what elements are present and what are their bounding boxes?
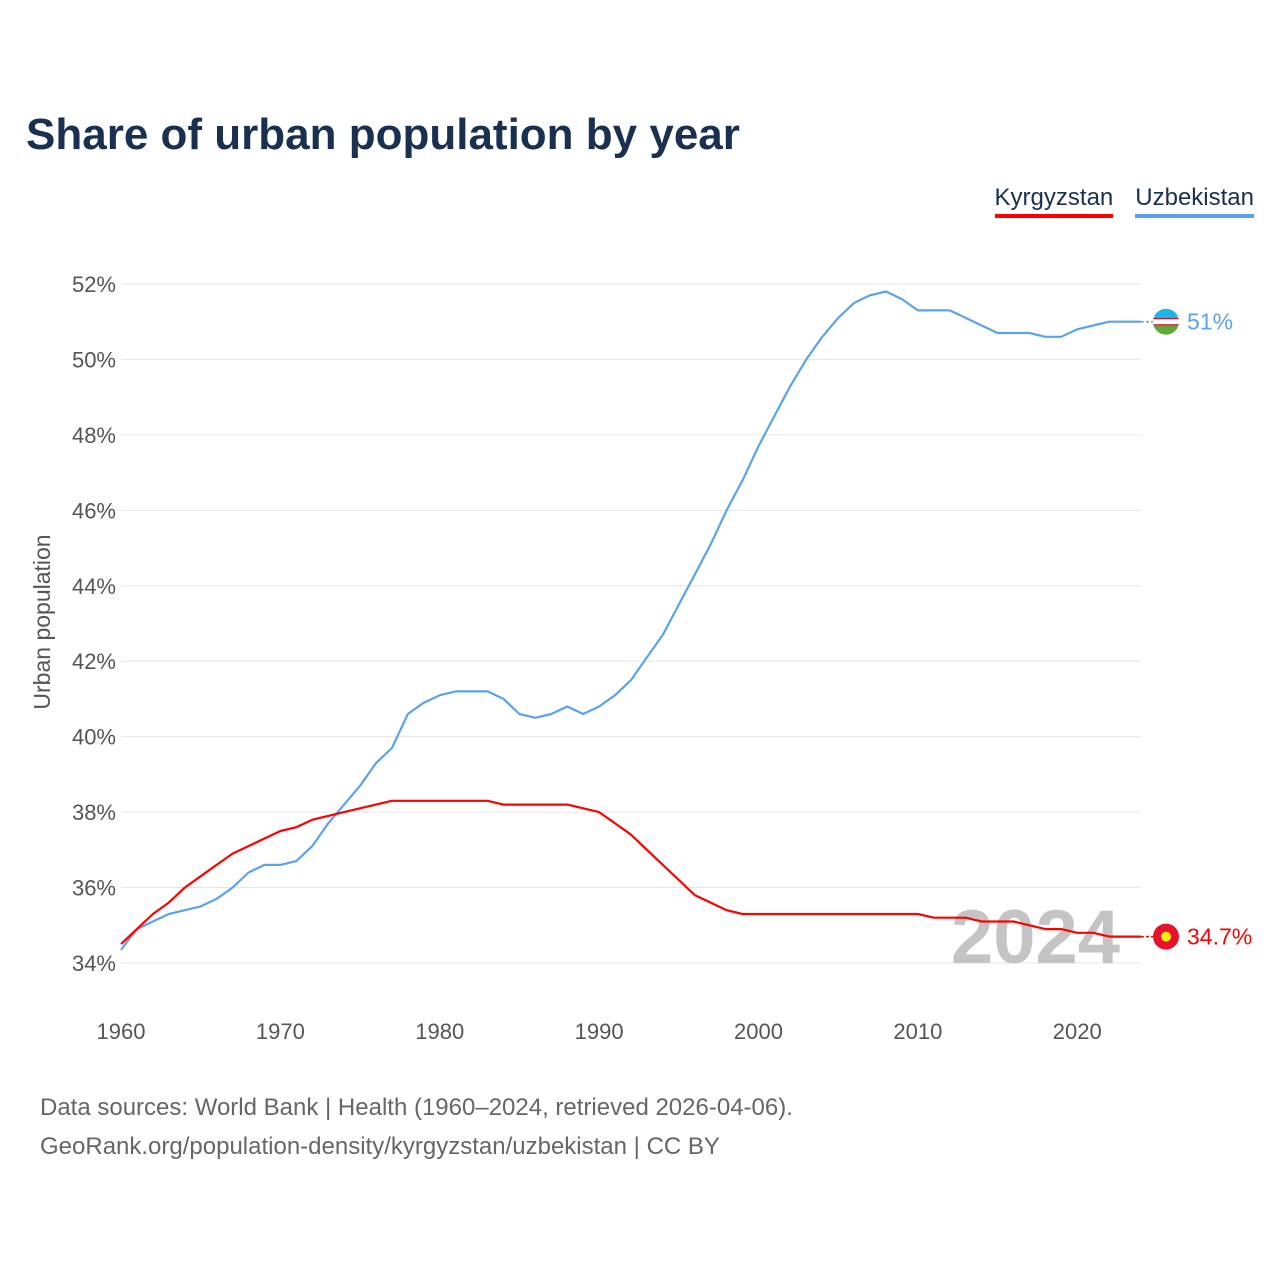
- series-line-kyrgyzstan: [120, 799, 1141, 945]
- y-tick-label: 48%: [72, 423, 116, 448]
- footer: Data sources: World Bank | Health (1960–…: [40, 1088, 793, 1166]
- y-tick-label: 38%: [72, 800, 116, 825]
- source-text: Data sources: World Bank | Health (1960–…: [40, 1094, 793, 1121]
- y-tick-label: 50%: [72, 347, 116, 372]
- end-value-label: 51%: [1187, 309, 1233, 335]
- series-line-uzbekistan: [120, 290, 1141, 951]
- x-tick-label: 1980: [415, 1019, 464, 1044]
- flag-stripe: [1153, 308, 1179, 318]
- flag-sun: [1161, 931, 1171, 942]
- legend: Kyrgyzstan Uzbekistan: [994, 184, 1254, 218]
- x-tick-label: 2000: [734, 1019, 783, 1044]
- uzbekistan-flag-icon: [1153, 308, 1179, 335]
- flag-stripe: [1153, 317, 1179, 326]
- y-tick-label: 36%: [72, 876, 116, 901]
- y-tick-label: 40%: [72, 725, 116, 750]
- legend-item-uzbekistan[interactable]: Uzbekistan: [1135, 184, 1254, 218]
- source-link[interactable]: GeoRank.org/population-density/kyrgyzsta…: [40, 1133, 720, 1160]
- x-tick-label: 1970: [256, 1019, 305, 1044]
- flag-stripe: [1153, 317, 1179, 320]
- x-tick-label: 2010: [893, 1019, 942, 1044]
- flag-stripe: [1153, 325, 1179, 335]
- x-tick-label: 1960: [97, 1019, 146, 1044]
- y-tick-label: 52%: [72, 272, 116, 297]
- y-tick-label: 44%: [72, 574, 116, 599]
- y-tick-label: 42%: [72, 649, 116, 674]
- legend-item-kyrgyzstan[interactable]: Kyrgyzstan: [994, 184, 1114, 218]
- end-value-label: 34.7%: [1187, 924, 1252, 950]
- y-tick-label: 34%: [72, 951, 116, 976]
- chart-title: Share of urban population by year: [26, 110, 740, 159]
- y-axis-label: Urban population: [29, 534, 55, 709]
- y-tick-label: 46%: [72, 498, 116, 523]
- flag-stripe: [1153, 324, 1179, 326]
- x-tick-label: 1990: [575, 1019, 624, 1044]
- year-watermark: 2024: [951, 895, 1120, 980]
- x-tick-label: 2020: [1053, 1019, 1102, 1044]
